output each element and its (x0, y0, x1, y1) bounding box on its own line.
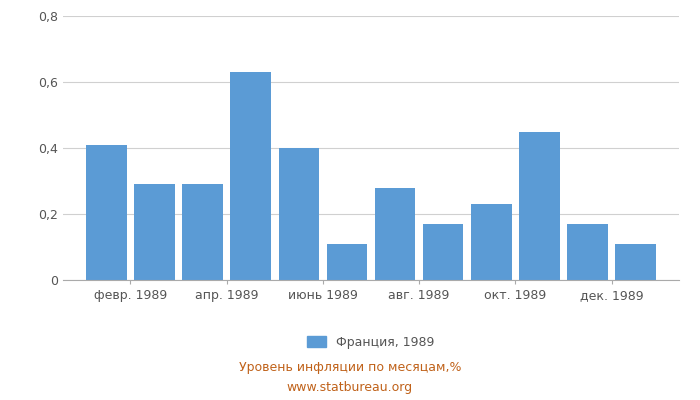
Text: Уровень инфляции по месяцам,%: Уровень инфляции по месяцам,% (239, 362, 461, 374)
Bar (279, 148, 319, 280)
Text: www.statbureau.org: www.statbureau.org (287, 382, 413, 394)
Bar (471, 204, 512, 280)
Bar (182, 184, 223, 280)
Legend: Франция, 1989: Франция, 1989 (302, 331, 440, 354)
Bar (230, 72, 271, 280)
Bar (327, 244, 368, 280)
Bar (615, 244, 656, 280)
Bar (519, 132, 560, 280)
Bar (567, 224, 608, 280)
Bar (423, 224, 463, 280)
Bar (375, 188, 415, 280)
Bar (134, 184, 174, 280)
Bar (86, 145, 127, 280)
